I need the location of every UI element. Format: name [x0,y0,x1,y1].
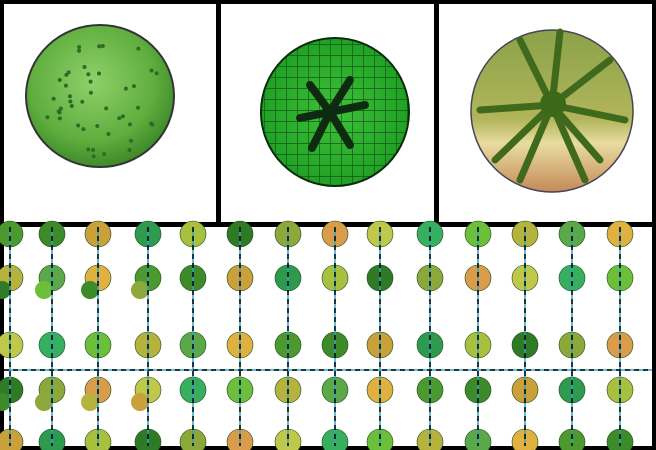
canopy-dot [57,110,62,115]
canopy-dot [97,44,102,49]
tree-symbol [470,28,634,193]
canopy-dot [102,152,107,157]
tree-icon [0,393,11,411]
canopy-dot [82,65,87,70]
canopy-dot [76,123,81,128]
canopy-dot [88,79,93,84]
canopy-dot [154,71,159,76]
canopy-dot [150,122,155,127]
canopy-dot [77,48,82,53]
canopy-dot [127,148,132,153]
canopy-dot [81,127,86,132]
tree-icon [81,393,99,411]
canopy-dot [45,115,50,120]
canopy-dot [58,106,63,111]
canopy-dot [117,116,122,121]
canopy-dot [100,43,105,48]
canopy-dot [129,138,134,143]
canopy-dot [123,86,128,91]
canopy-dot [97,71,102,76]
canopy-dot [63,83,68,88]
canopy [25,24,175,168]
tree-icon [35,281,53,299]
tree-symbol [25,24,175,168]
tree-icon [131,393,149,411]
canopy-dot [149,68,154,73]
canopy-dot [131,84,136,89]
canopy-dot [80,99,85,104]
tree-icon [0,220,24,248]
canopy-dot [57,116,62,121]
tree-icon [0,281,11,299]
canopy-dot [57,77,62,82]
tree-icon [81,281,99,299]
tree-icon [35,393,53,411]
canopy-dot [136,105,141,110]
canopy-dot [91,147,96,152]
trunk-star [296,76,369,152]
trunk [540,91,566,117]
canopy-dot [104,106,109,111]
canopy-dot [95,124,100,129]
symbol-grid [0,220,652,450]
canopy-dot [77,45,82,50]
canopy-dot [69,104,74,109]
canopy-dot [51,96,56,101]
canopy-dot [86,147,91,152]
canopy-dot [136,46,141,51]
canopy-dot [106,131,111,136]
canopy-dot [88,90,93,95]
canopy-dot [68,99,73,104]
canopy-dot [67,94,72,99]
tree-icon [131,281,149,299]
tree-icon [0,331,24,359]
tree-symbol [260,37,410,187]
canopy-dot [127,122,132,127]
canopy-dot [91,154,96,159]
canopy-dot [120,114,125,119]
canopy-dot [66,70,71,75]
canopy-dot [86,72,91,77]
